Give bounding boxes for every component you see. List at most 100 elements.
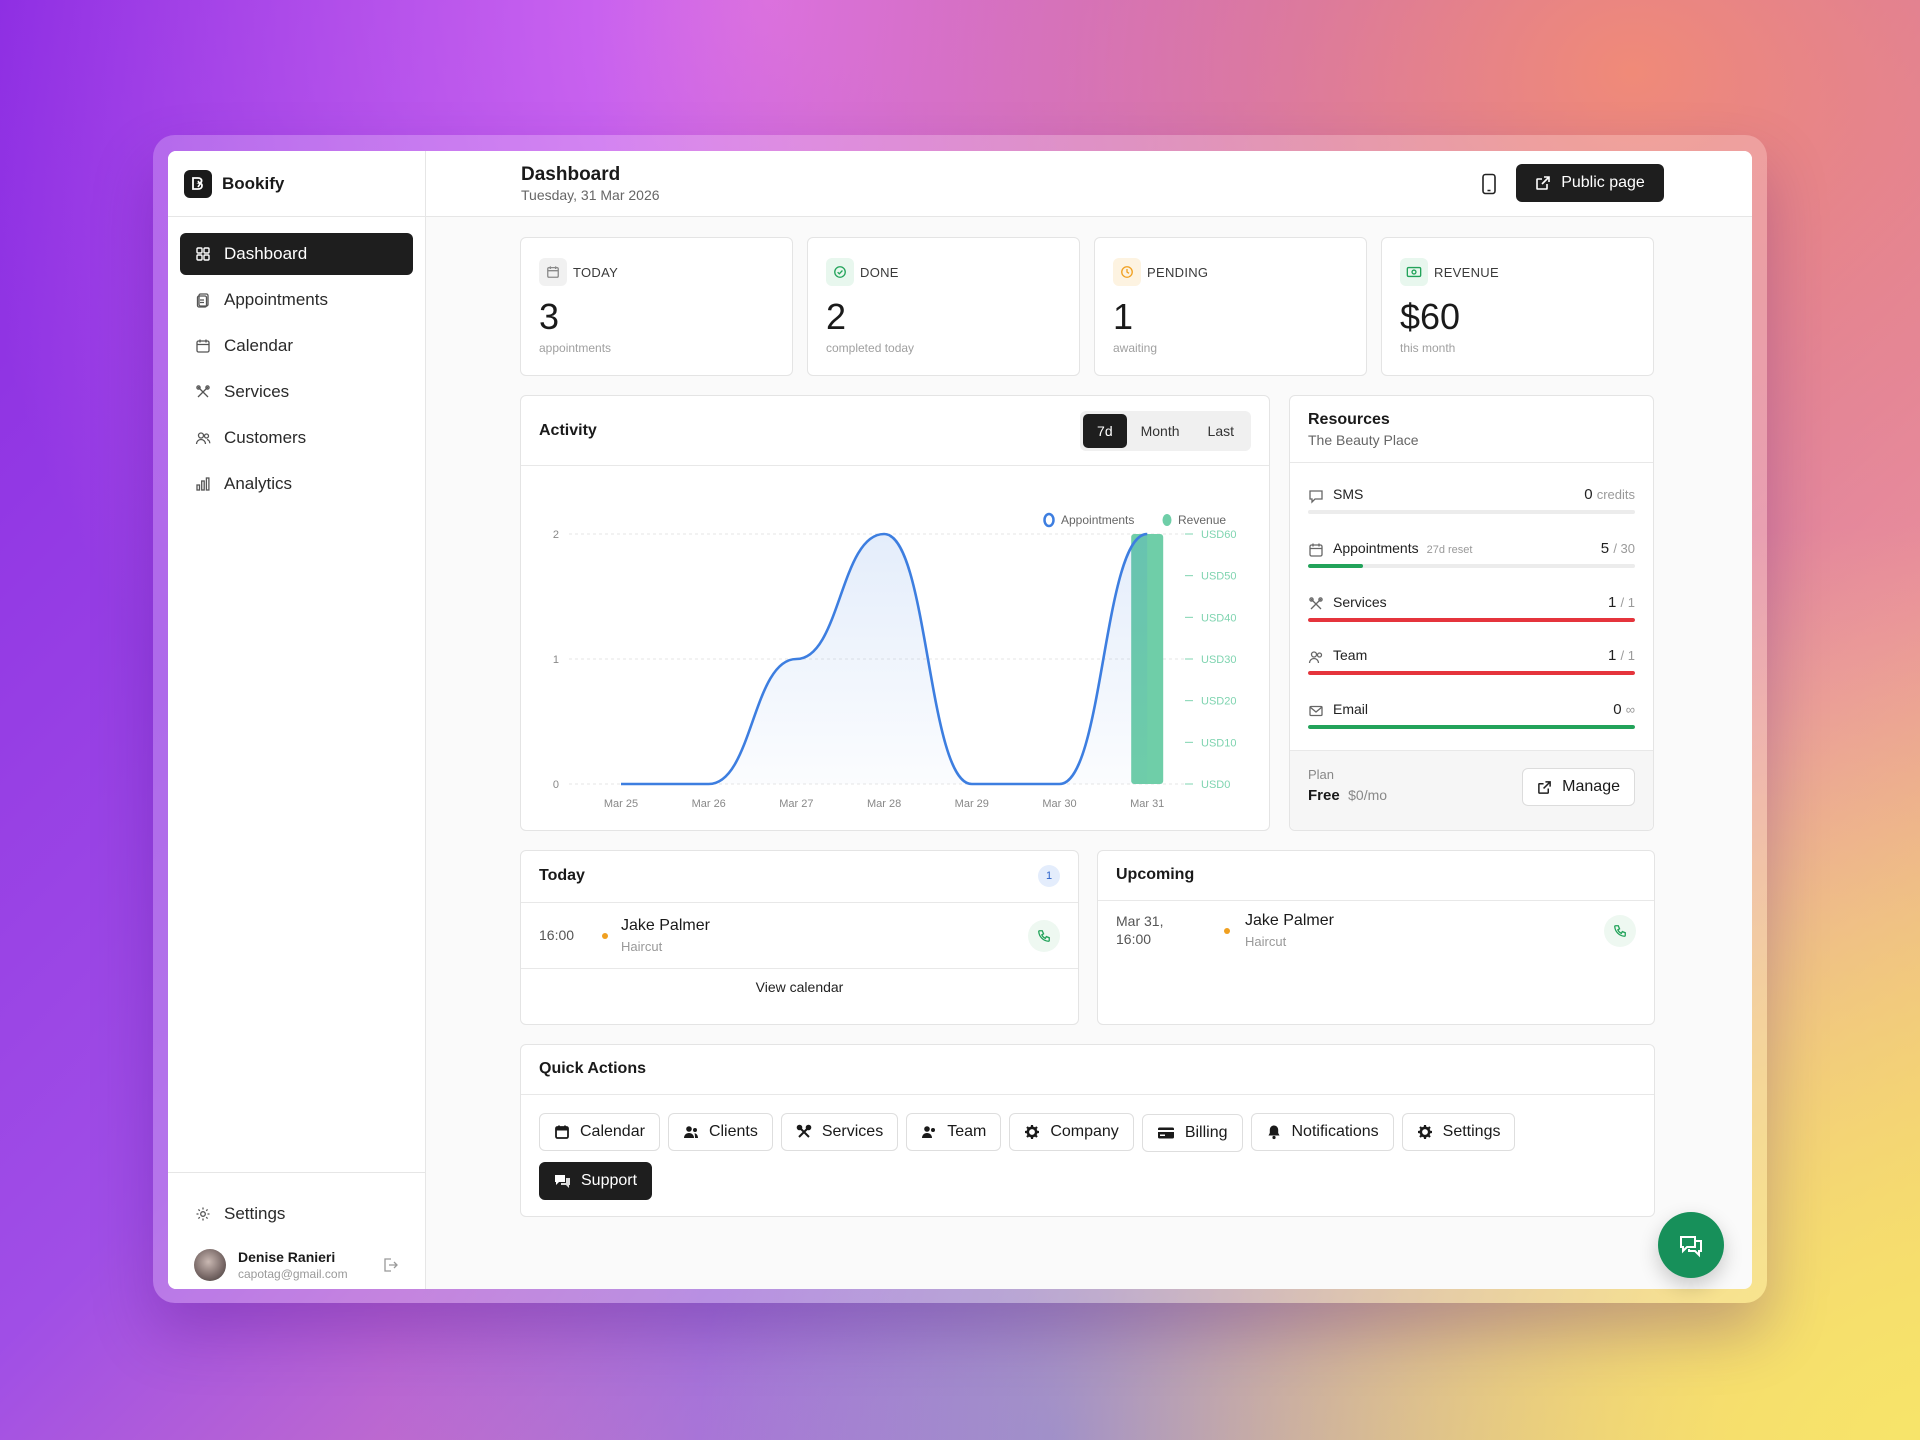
plan-label: Plan — [1308, 767, 1335, 782]
x-tick-label: Mar 25 — [604, 798, 638, 810]
stat-value: $60 — [1400, 296, 1461, 337]
resource-progress — [1308, 725, 1635, 729]
upcoming-appointment-row[interactable]: Mar 31, 16:00 Jake Palmer Haircut — [1098, 901, 1654, 961]
appointment-customer: Jake Palmer — [621, 917, 710, 934]
stat-label: REVENUE — [1434, 265, 1499, 280]
user-profile[interactable]: Denise Ranieri capotag@gmail.com — [180, 1235, 413, 1281]
sidebar-item-label: Customers — [224, 428, 307, 447]
x-tick-label: Mar 27 — [779, 798, 813, 810]
manage-button[interactable]: Manage — [1522, 768, 1635, 806]
quick-action-services[interactable]: Services — [780, 1113, 899, 1151]
stat-label: DONE — [860, 265, 899, 280]
sidebar-item-services[interactable]: Services — [180, 371, 413, 413]
quick-action-billing[interactable]: Billing — [1141, 1114, 1243, 1152]
phone-call-icon — [1614, 925, 1626, 937]
user-email: capotag@gmail.com — [238, 1267, 348, 1281]
gear-icon — [1417, 1125, 1432, 1139]
bar-chart-icon — [194, 475, 212, 493]
tools-icon — [796, 1124, 812, 1138]
quick-action-support[interactable]: Support — [539, 1162, 653, 1200]
resource-row-sms: SMS 0 credits — [1308, 484, 1635, 524]
sidebar-item-settings[interactable]: Settings — [180, 1193, 413, 1235]
quick-action-notifications[interactable]: Notifications — [1250, 1113, 1394, 1151]
today-count-badge: 1 — [1038, 865, 1060, 887]
x-tick-label: Mar 30 — [1042, 798, 1076, 810]
appointment-time: 16:00 — [1116, 931, 1152, 947]
upcoming-card: Upcoming Mar 31, 16:00 Jake Palmer Hairc… — [1097, 850, 1655, 1025]
stat-card-done: DONE 2 completed today — [807, 237, 1080, 376]
call-button[interactable] — [1028, 920, 1060, 952]
quick-action-calendar[interactable]: Calendar — [539, 1113, 660, 1151]
public-page-button[interactable]: Public page — [1516, 164, 1664, 202]
resources-card: Resources The Beauty Place SMS 0 credits… — [1289, 395, 1654, 831]
y-right-tick-label: USD50 — [1201, 571, 1236, 583]
appointment-service: Haircut — [1245, 934, 1287, 949]
clock-icon — [1113, 258, 1141, 286]
resource-value: 0 credits — [1584, 486, 1635, 503]
calendar-icon — [555, 1125, 569, 1139]
tools-icon — [1309, 597, 1323, 610]
resources-subtitle: The Beauty Place — [1308, 432, 1419, 448]
y-right-tick-label: USD20 — [1201, 696, 1236, 708]
activity-card: Activity 7d Month Last 0 1 2 US — [520, 395, 1270, 831]
sidebar-item-label: Dashboard — [224, 244, 308, 263]
resource-name: Services — [1333, 594, 1387, 610]
resource-progress — [1308, 564, 1635, 568]
quick-action-company[interactable]: Company — [1009, 1113, 1134, 1151]
activity-chart: 0 1 2 USD0 USD10 USD20 USD30 USD40 USD50 USD60 Mar… — [553, 512, 1236, 810]
y-right-tick-label: USD10 — [1201, 737, 1236, 749]
view-calendar-link[interactable]: View calendar — [755, 979, 844, 995]
gear-icon — [194, 1205, 212, 1223]
message-icon — [1309, 490, 1323, 504]
range-month-button[interactable]: Month — [1140, 423, 1180, 439]
resource-row-services: Services 1 / 1 — [1308, 592, 1635, 632]
sidebar-footer: Settings Denise Ranieri capotag@gmail.co… — [168, 1172, 425, 1289]
appointment-date: Mar 31, — [1116, 913, 1164, 929]
gear-icon — [1025, 1125, 1040, 1139]
mobile-preview-button[interactable] — [1476, 171, 1502, 197]
quick-action-clients[interactable]: Clients — [667, 1113, 773, 1151]
upcoming-title: Upcoming — [1116, 866, 1195, 883]
appointment-customer: Jake Palmer — [1245, 912, 1334, 929]
y-left-tick-label: 1 — [553, 654, 559, 666]
sidebar-item-dashboard[interactable]: Dashboard — [180, 233, 413, 275]
sidebar-item-customers[interactable]: Customers — [180, 417, 413, 459]
chart-legend: Appointments Revenue — [1043, 512, 1226, 528]
stat-subtitle: awaiting — [1113, 341, 1158, 355]
sidebar-item-calendar[interactable]: Calendar — [180, 325, 413, 367]
quick-action-team[interactable]: Team — [906, 1113, 1002, 1151]
topbar: Dashboard Tuesday, 31 Mar 2026 Public pa… — [426, 151, 1752, 217]
sidebar-item-label: Analytics — [224, 474, 293, 493]
app-window: Bookify Dashboard Appointments Calendar … — [168, 151, 1752, 1289]
y-right-tick-label: USD60 — [1201, 529, 1236, 541]
quick-actions-list: Calendar Clients Services Team Company B… — [539, 1113, 1636, 1210]
resource-value: 1 / 1 — [1608, 647, 1635, 664]
manage-label: Manage — [1562, 778, 1620, 795]
support-chat-button[interactable] — [1658, 1212, 1724, 1278]
mail-icon — [1309, 705, 1323, 717]
x-tick-label: Mar 31 — [1130, 798, 1164, 810]
range-last-button[interactable]: Last — [1207, 423, 1234, 439]
stat-value: 3 — [539, 296, 560, 337]
sidebar-item-analytics[interactable]: Analytics — [180, 463, 413, 505]
external-link-icon — [1538, 780, 1552, 794]
brand[interactable]: Bookify — [168, 151, 425, 217]
users-icon — [194, 429, 212, 447]
today-appointment-row[interactable]: 16:00 Jake Palmer Haircut — [521, 903, 1078, 969]
credit-card-icon — [1157, 1127, 1174, 1139]
sidebar-item-appointments[interactable]: Appointments — [180, 279, 413, 321]
activity-title: Activity — [539, 422, 597, 439]
x-tick-label: Mar 28 — [867, 798, 901, 810]
logout-icon[interactable] — [381, 1256, 399, 1274]
chat-icon — [555, 1175, 570, 1188]
status-dot — [1224, 928, 1230, 934]
call-button[interactable] — [1604, 915, 1636, 947]
quick-action-settings[interactable]: Settings — [1401, 1113, 1516, 1151]
main-content: Dashboard Tuesday, 31 Mar 2026 Public pa… — [426, 151, 1752, 1289]
sidebar-item-label: Appointments — [224, 290, 328, 309]
users-icon — [1308, 651, 1323, 664]
appointment-time: 16:00 — [539, 927, 575, 943]
stat-card-today: TODAY 3 appointments — [520, 237, 793, 376]
resource-row-appointments: Appointments 27d reset 5 / 30 — [1308, 538, 1635, 578]
range-7d-button[interactable]: 7d — [1083, 414, 1127, 448]
